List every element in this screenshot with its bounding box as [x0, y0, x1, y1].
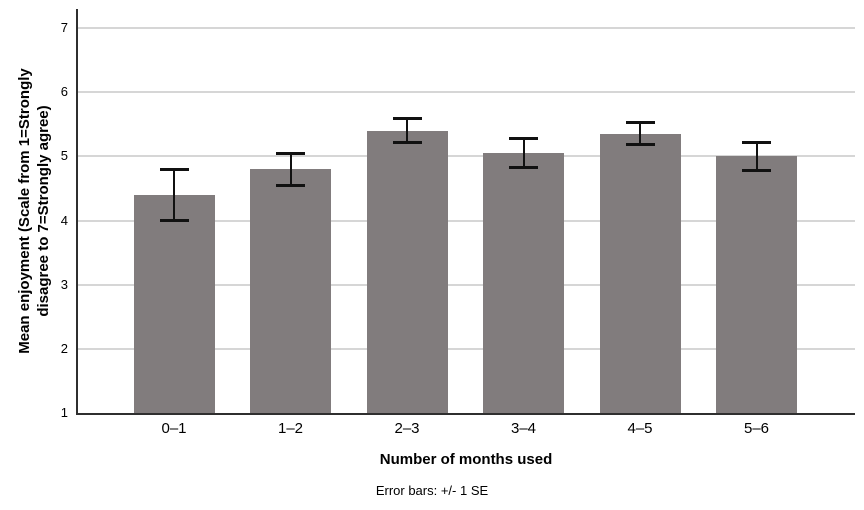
error-bar-line [173, 169, 175, 221]
error-bar-cap-bottom [509, 166, 538, 170]
y-tick-label: 5 [60, 148, 68, 164]
bar [133, 194, 215, 413]
gridline [77, 283, 855, 286]
x-tick-label: 5–6 [743, 420, 770, 437]
error-bars-caption: Error bars: +/- 1 SE [375, 483, 489, 498]
y-tick-label: 1 [60, 405, 68, 420]
x-axis-line [76, 413, 855, 415]
error-bar-cap-bottom [159, 219, 189, 222]
bar [716, 156, 797, 413]
y-tick-label: 3 [60, 276, 68, 292]
x-tick-label: 0–1 [161, 420, 187, 437]
x-tick-label: 3–4 [510, 420, 537, 437]
x-tick-label: 1–2 [277, 420, 304, 437]
error-bar-cap-bottom [742, 168, 771, 172]
gridline [77, 155, 855, 158]
gridline [77, 27, 855, 29]
error-bar-cap-bottom [625, 143, 655, 147]
y-tick-label: 4 [60, 212, 68, 228]
y-tick-label: 7 [60, 20, 68, 35]
error-bar-cap-top [276, 151, 305, 155]
x-axis-title: Number of months used [379, 451, 553, 468]
gridline [77, 347, 855, 350]
bar [599, 133, 681, 413]
y-tick-label: 2 [60, 340, 68, 356]
y-tick-label: 6 [60, 84, 68, 100]
gridline [77, 91, 855, 94]
error-bar-line [522, 138, 525, 168]
error-bar-cap-top [625, 121, 655, 125]
error-bar-cap-top [742, 140, 771, 144]
error-bar-line [289, 153, 292, 186]
error-bar-cap-top [159, 167, 189, 171]
x-tick-label: 4–5 [627, 420, 653, 437]
bar [366, 130, 448, 413]
error-bar-cap-bottom [276, 183, 305, 187]
bar [250, 169, 331, 413]
bar [483, 153, 564, 413]
error-bar-line [406, 118, 408, 143]
error-bar-cap-top [392, 116, 422, 120]
error-bar-cap-top [509, 136, 538, 140]
y-axis-line [76, 9, 78, 415]
error-bar-line [755, 142, 758, 171]
error-bar-line [639, 122, 641, 145]
error-bar-cap-bottom [392, 141, 422, 145]
x-tick-label: 2–3 [394, 420, 420, 437]
gridline [77, 219, 855, 222]
